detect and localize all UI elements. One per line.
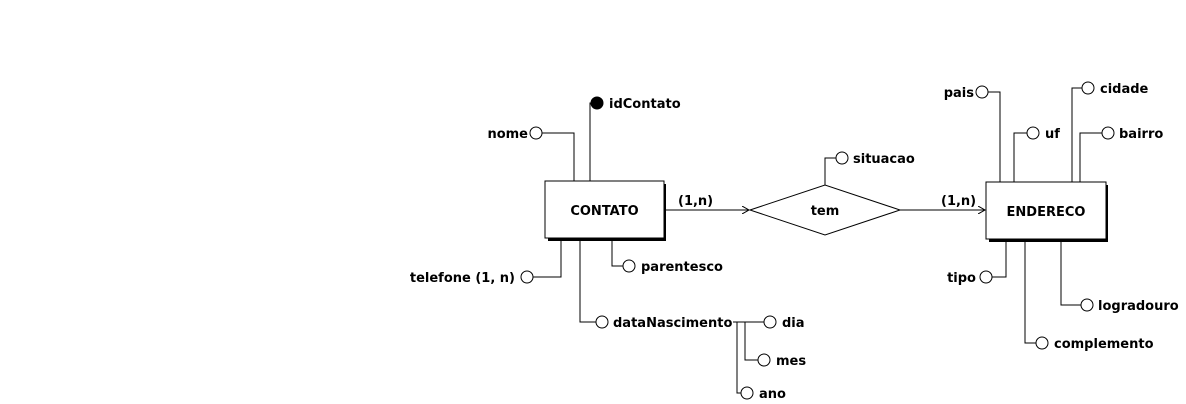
attribute-ano-label: ano bbox=[759, 387, 786, 402]
attribute-marker bbox=[835, 151, 849, 165]
attribute-parentesco[interactable]: parentesco bbox=[622, 259, 723, 275]
connector-cidade bbox=[1071, 87, 1082, 182]
attribute-nome[interactable]: nome bbox=[487, 126, 543, 142]
connector-complemento bbox=[1024, 239, 1036, 344]
attribute-uf[interactable]: uf bbox=[1026, 126, 1060, 142]
attribute-marker bbox=[979, 270, 993, 284]
attribute-parentesco-label: parentesco bbox=[641, 260, 723, 275]
entity-endereco-label: ENDERECO bbox=[1007, 205, 1086, 220]
connector-idcontato bbox=[589, 102, 597, 181]
attribute-tipo[interactable]: tipo bbox=[947, 270, 993, 286]
attribute-ano[interactable]: ano bbox=[740, 386, 786, 402]
connector-telefone bbox=[533, 238, 562, 278]
entity-endereco[interactable]: ENDERECO bbox=[985, 181, 1108, 242]
attribute-complemento[interactable]: complemento bbox=[1035, 336, 1154, 352]
connector-nome bbox=[542, 132, 575, 181]
attribute-nome-label: nome bbox=[487, 127, 528, 142]
connector-datanascimento bbox=[579, 238, 596, 323]
connector-logradouro bbox=[1060, 239, 1081, 306]
attribute-marker bbox=[740, 386, 754, 400]
attribute-idcontato[interactable]: idContato bbox=[590, 96, 681, 112]
attribute-marker bbox=[763, 315, 777, 329]
attribute-marker bbox=[529, 126, 543, 140]
attribute-complemento-label: complemento bbox=[1054, 337, 1154, 352]
attribute-marker bbox=[1035, 336, 1049, 350]
connector-situacao bbox=[824, 157, 836, 185]
attribute-uf-label: uf bbox=[1045, 127, 1060, 142]
attribute-situacao-label: situacao bbox=[853, 152, 915, 167]
attribute-telefone-label: telefone (1, n) bbox=[410, 271, 515, 286]
connector-mes bbox=[744, 322, 758, 361]
attribute-logradouro-label: logradouro bbox=[1098, 299, 1179, 314]
relationship-tem[interactable]: tem bbox=[748, 184, 902, 236]
attribute-pais-label: pais bbox=[944, 86, 975, 101]
attribute-marker bbox=[1026, 126, 1040, 140]
attribute-bairro-label: bairro bbox=[1119, 127, 1163, 142]
attribute-mes-label: mes bbox=[776, 354, 806, 369]
attribute-bairro[interactable]: bairro bbox=[1101, 126, 1163, 142]
attribute-tipo-label: tipo bbox=[947, 271, 976, 286]
cardinality-endereco: (1,n) bbox=[941, 194, 976, 209]
attribute-marker bbox=[975, 85, 989, 99]
attribute-datanascimento-label: dataNascimento bbox=[613, 316, 732, 331]
attribute-telefone[interactable]: telefone (1, n) bbox=[410, 270, 534, 286]
attribute-marker bbox=[595, 315, 609, 329]
attribute-marker bbox=[622, 259, 636, 273]
attribute-marker bbox=[520, 270, 534, 284]
attribute-situacao[interactable]: situacao bbox=[835, 151, 915, 167]
attribute-datanascimento[interactable]: dataNascimento bbox=[595, 315, 732, 331]
attribute-cidade-label: cidade bbox=[1100, 82, 1149, 97]
attribute-dia-label: dia bbox=[782, 316, 805, 331]
attribute-logradouro[interactable]: logradouro bbox=[1080, 298, 1179, 314]
attribute-mes[interactable]: mes bbox=[757, 353, 806, 369]
attribute-marker bbox=[1101, 126, 1115, 140]
key-attribute-marker bbox=[590, 96, 604, 110]
connector-pais bbox=[988, 91, 1001, 182]
attribute-idcontato-label: idContato bbox=[609, 97, 681, 112]
cardinality-contato: (1,n) bbox=[678, 194, 713, 209]
attribute-marker bbox=[1081, 81, 1095, 95]
attribute-cidade[interactable]: cidade bbox=[1081, 81, 1149, 97]
attribute-marker bbox=[757, 353, 771, 367]
connector-parentesco bbox=[611, 238, 623, 267]
connector-uf bbox=[1013, 132, 1027, 182]
connector-tipo bbox=[992, 239, 1007, 278]
entity-contato-label: CONTATO bbox=[570, 204, 638, 219]
attribute-pais[interactable]: pais bbox=[944, 85, 989, 101]
relationship-tem-label: tem bbox=[811, 204, 840, 219]
attribute-marker bbox=[1080, 298, 1094, 312]
entity-contato[interactable]: CONTATO bbox=[544, 180, 666, 241]
connector-bairro bbox=[1079, 132, 1102, 182]
connector-ano bbox=[736, 322, 741, 394]
attribute-dia[interactable]: dia bbox=[763, 315, 805, 331]
